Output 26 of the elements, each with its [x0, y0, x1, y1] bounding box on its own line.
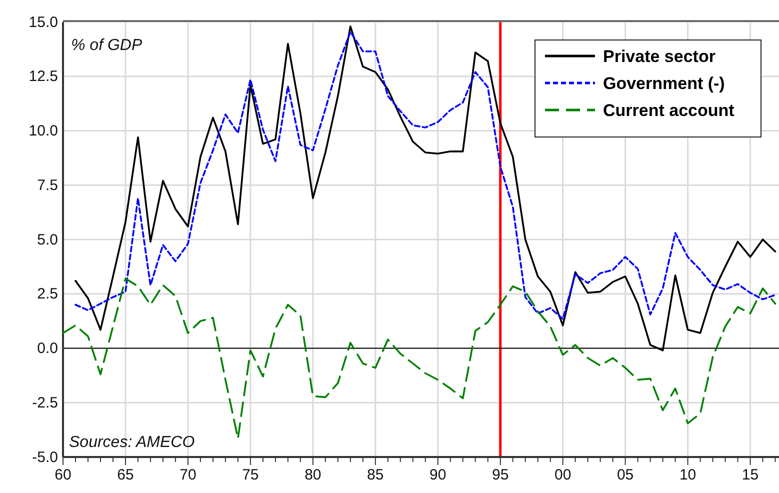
y-tick-label: 12.5 [28, 68, 58, 86]
x-tick-label: 70 [180, 466, 196, 484]
y-tick-label: 10.0 [28, 122, 58, 140]
x-tick-label: 05 [616, 466, 634, 484]
x-tick-label: 65 [117, 466, 134, 484]
x-tick-label: 60 [54, 466, 72, 484]
legend-label: Current account [603, 101, 735, 120]
y-tick-label: 5.0 [37, 231, 58, 248]
legend-label: Government (-) [603, 74, 725, 93]
x-tick-label: 85 [367, 466, 384, 484]
annotation: % of GDP [71, 37, 142, 54]
y-tick-label: 0.0 [37, 340, 58, 358]
y-tick-label: -5.0 [32, 448, 58, 466]
x-tick-label: 10 [679, 466, 696, 484]
x-tick-label: 90 [430, 466, 446, 484]
x-tick-label: 00 [554, 466, 572, 484]
x-tick-label: 75 [242, 466, 259, 484]
y-tick-label: -2.5 [32, 394, 58, 412]
y-tick-label: 2.5 [37, 286, 58, 303]
y-tick-label: 7.5 [37, 176, 58, 194]
y-tick-label: 15.0 [28, 14, 58, 31]
annotation: Sources: AMECO [69, 434, 195, 451]
x-tick-label: 80 [304, 466, 322, 484]
x-tick-label: 95 [492, 466, 509, 484]
legend-label: Private sector [603, 47, 716, 66]
x-tick-label: 15 [742, 466, 759, 484]
